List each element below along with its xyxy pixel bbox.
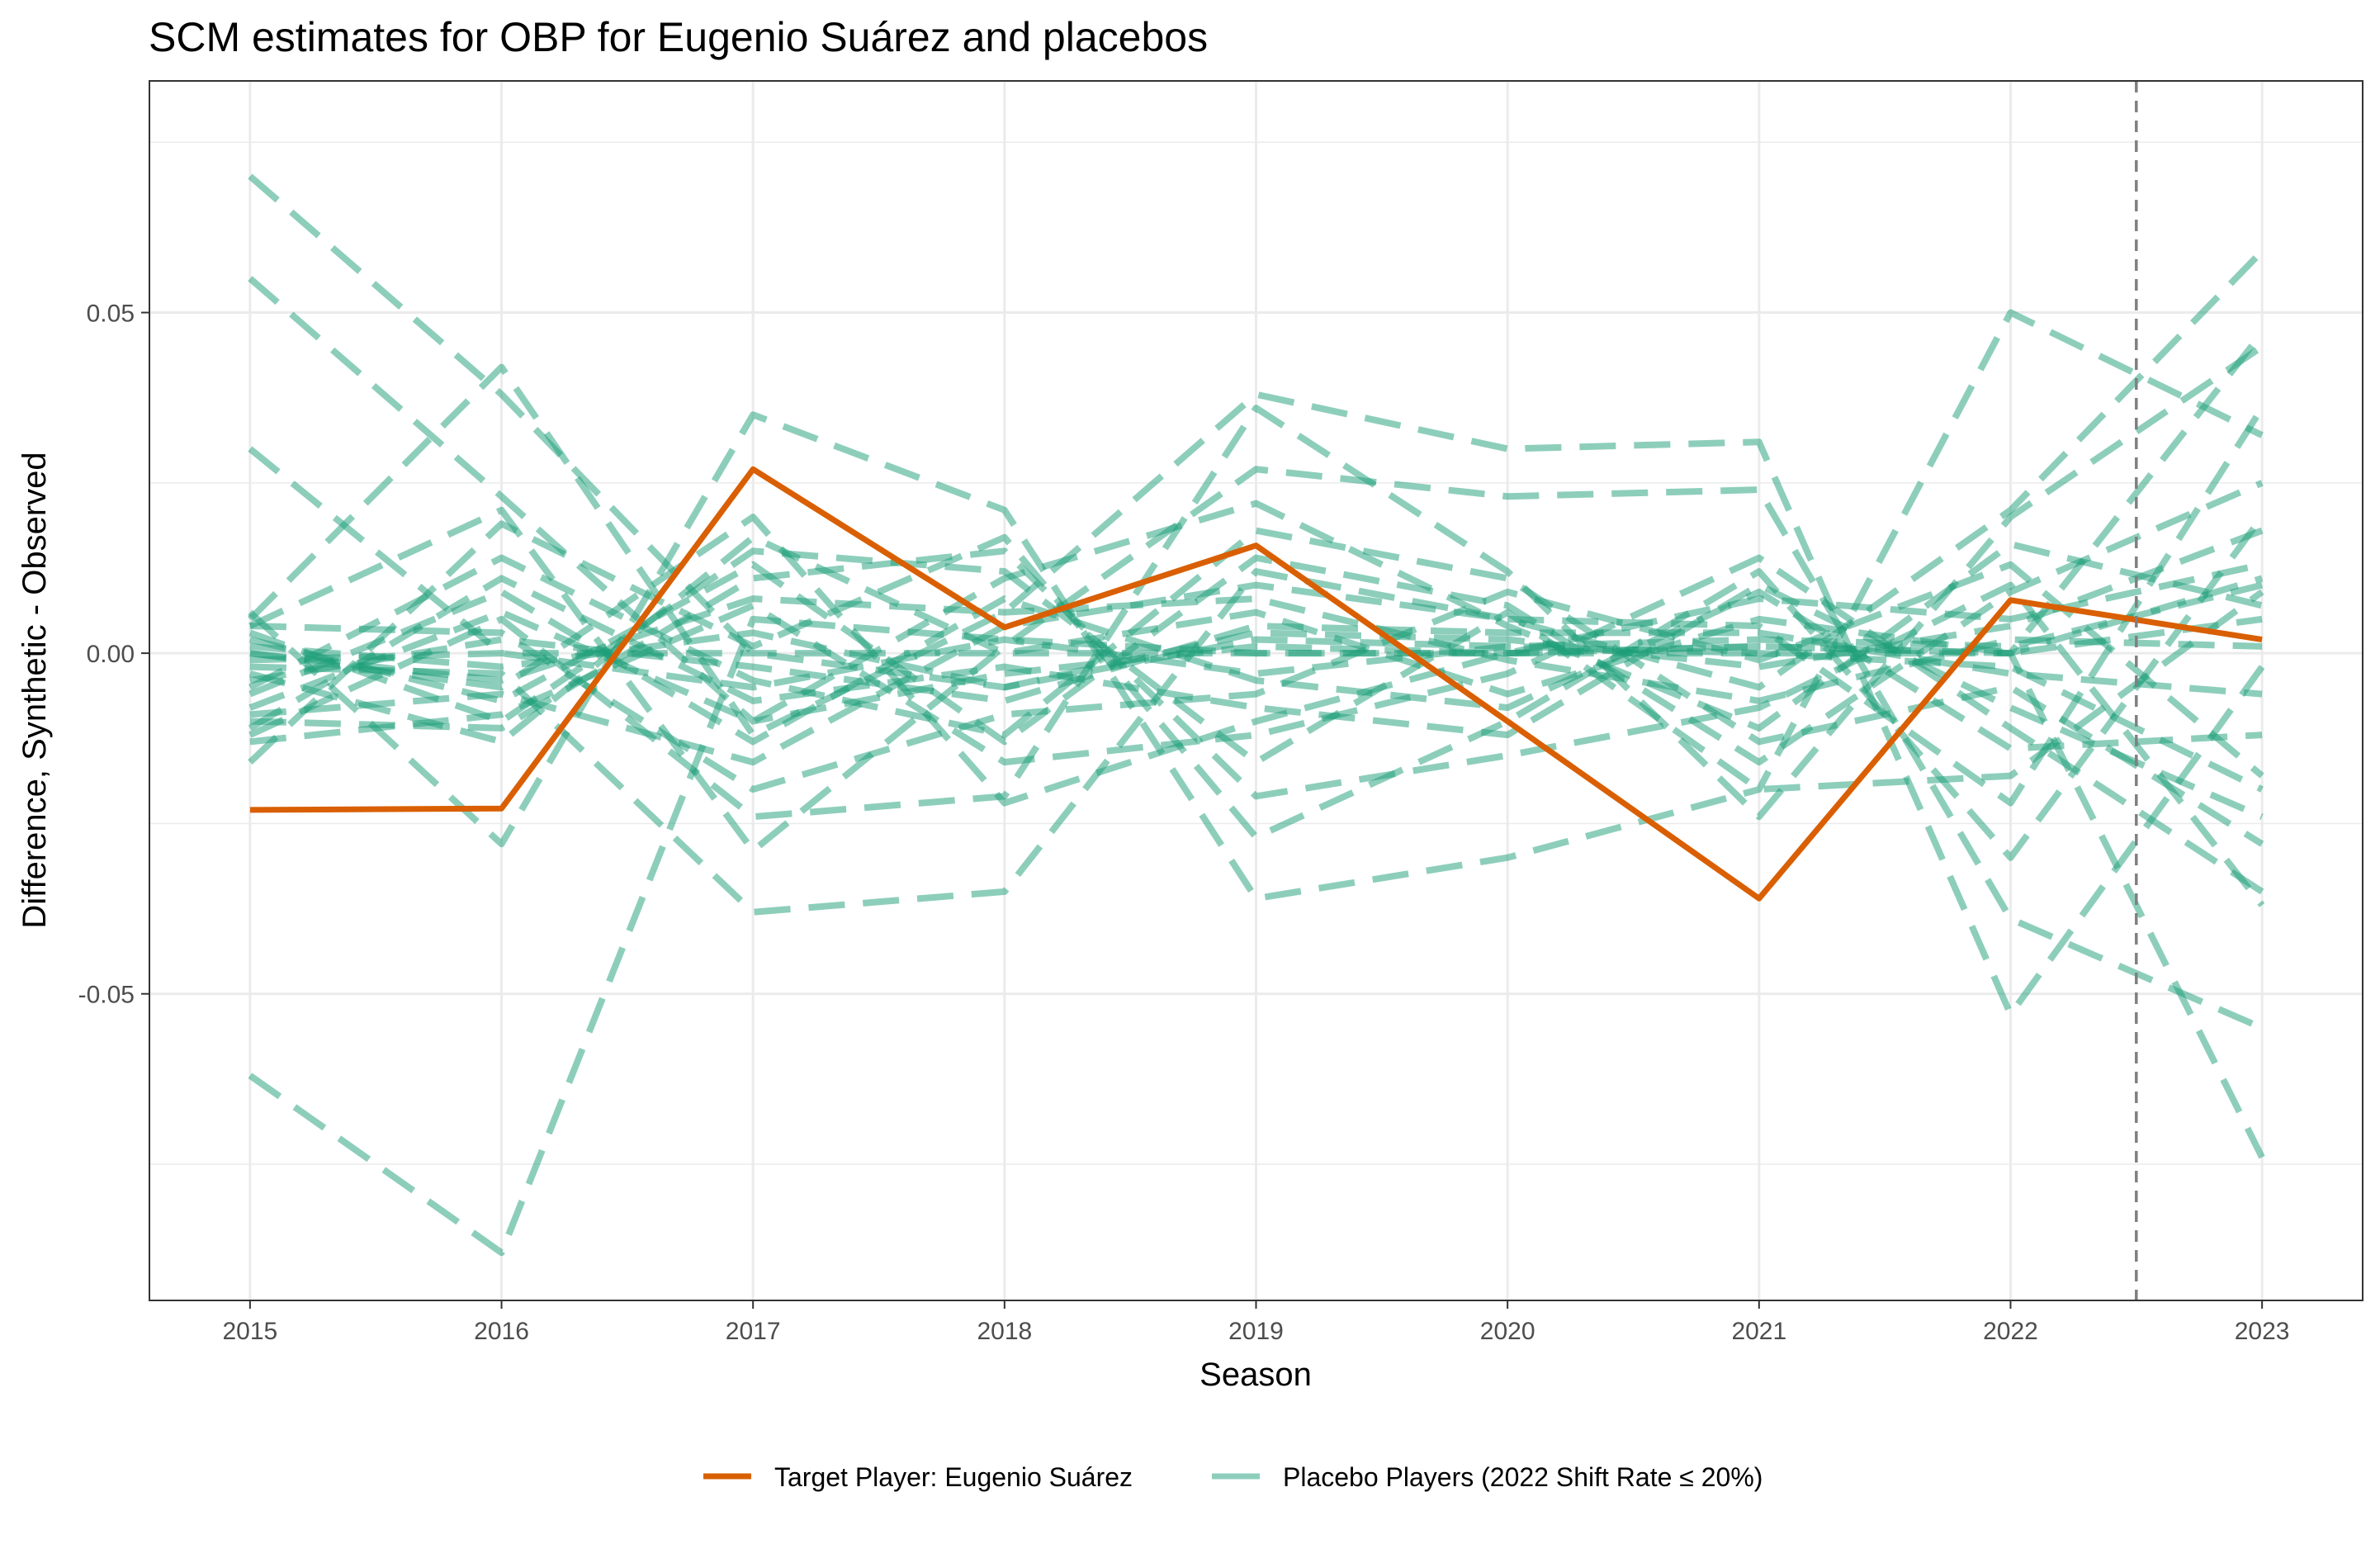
y-tick-label: 0.05 [87,301,135,328]
x-tick-label: 2017 [726,1318,781,1345]
placebo-series-line [248,527,2264,847]
legend-label-placebo: Placebo Players (2022 Shift Rate ≤ 20%) [1283,1462,1763,1492]
axis-ticks-layer: 2015 2016 2017 2018 2019 2020 2021 2022 2023 -0.0… [78,301,2290,1345]
placebo-series-line [248,276,2265,725]
x-axis-title: Season [1199,1357,1312,1393]
y-tick-label: 0.00 [87,641,135,668]
y-axis-title: Difference, Synthetic - Observed [17,452,53,928]
y-tick-label: -0.05 [78,982,135,1009]
x-tick-label: 2016 [474,1318,529,1345]
legend: Target Player: Eugenio Suárez Placebo Pl… [703,1462,1763,1492]
x-tick-label: 2015 [222,1318,277,1345]
target-series-line [249,466,2263,902]
placebo-series-line [249,575,2264,664]
placebo-series-line [249,249,2264,916]
placebo-series-line [249,514,2263,807]
placebo-series-line [249,405,2265,807]
placebo-series-line [249,554,2264,895]
x-tick-label: 2019 [1228,1318,1284,1345]
placebo-series-line [249,623,2263,704]
placebo-series-line [248,363,2265,1018]
placebo-series-line [248,466,2264,1031]
x-tick-label: 2021 [1731,1318,1786,1345]
x-tick-label: 2020 [1480,1318,1535,1345]
x-tick-label: 2018 [977,1318,1032,1345]
chart-title: SCM estimates for OBP for Eugenio Suárez… [149,14,1208,60]
target-series-layer [249,466,2263,902]
placebo-series-line [248,514,2265,861]
placebo-series-line [249,561,2264,793]
x-tick-label: 2022 [1983,1318,2038,1345]
placebo-series-layer [248,173,2265,1257]
placebo-series-line [248,575,2264,820]
placebo-series-line [248,309,2264,902]
x-tick-label: 2023 [2235,1318,2290,1345]
placebo-series-line [248,588,2263,752]
legend-label-target: Target Player: Eugenio Suárez [774,1462,1133,1492]
